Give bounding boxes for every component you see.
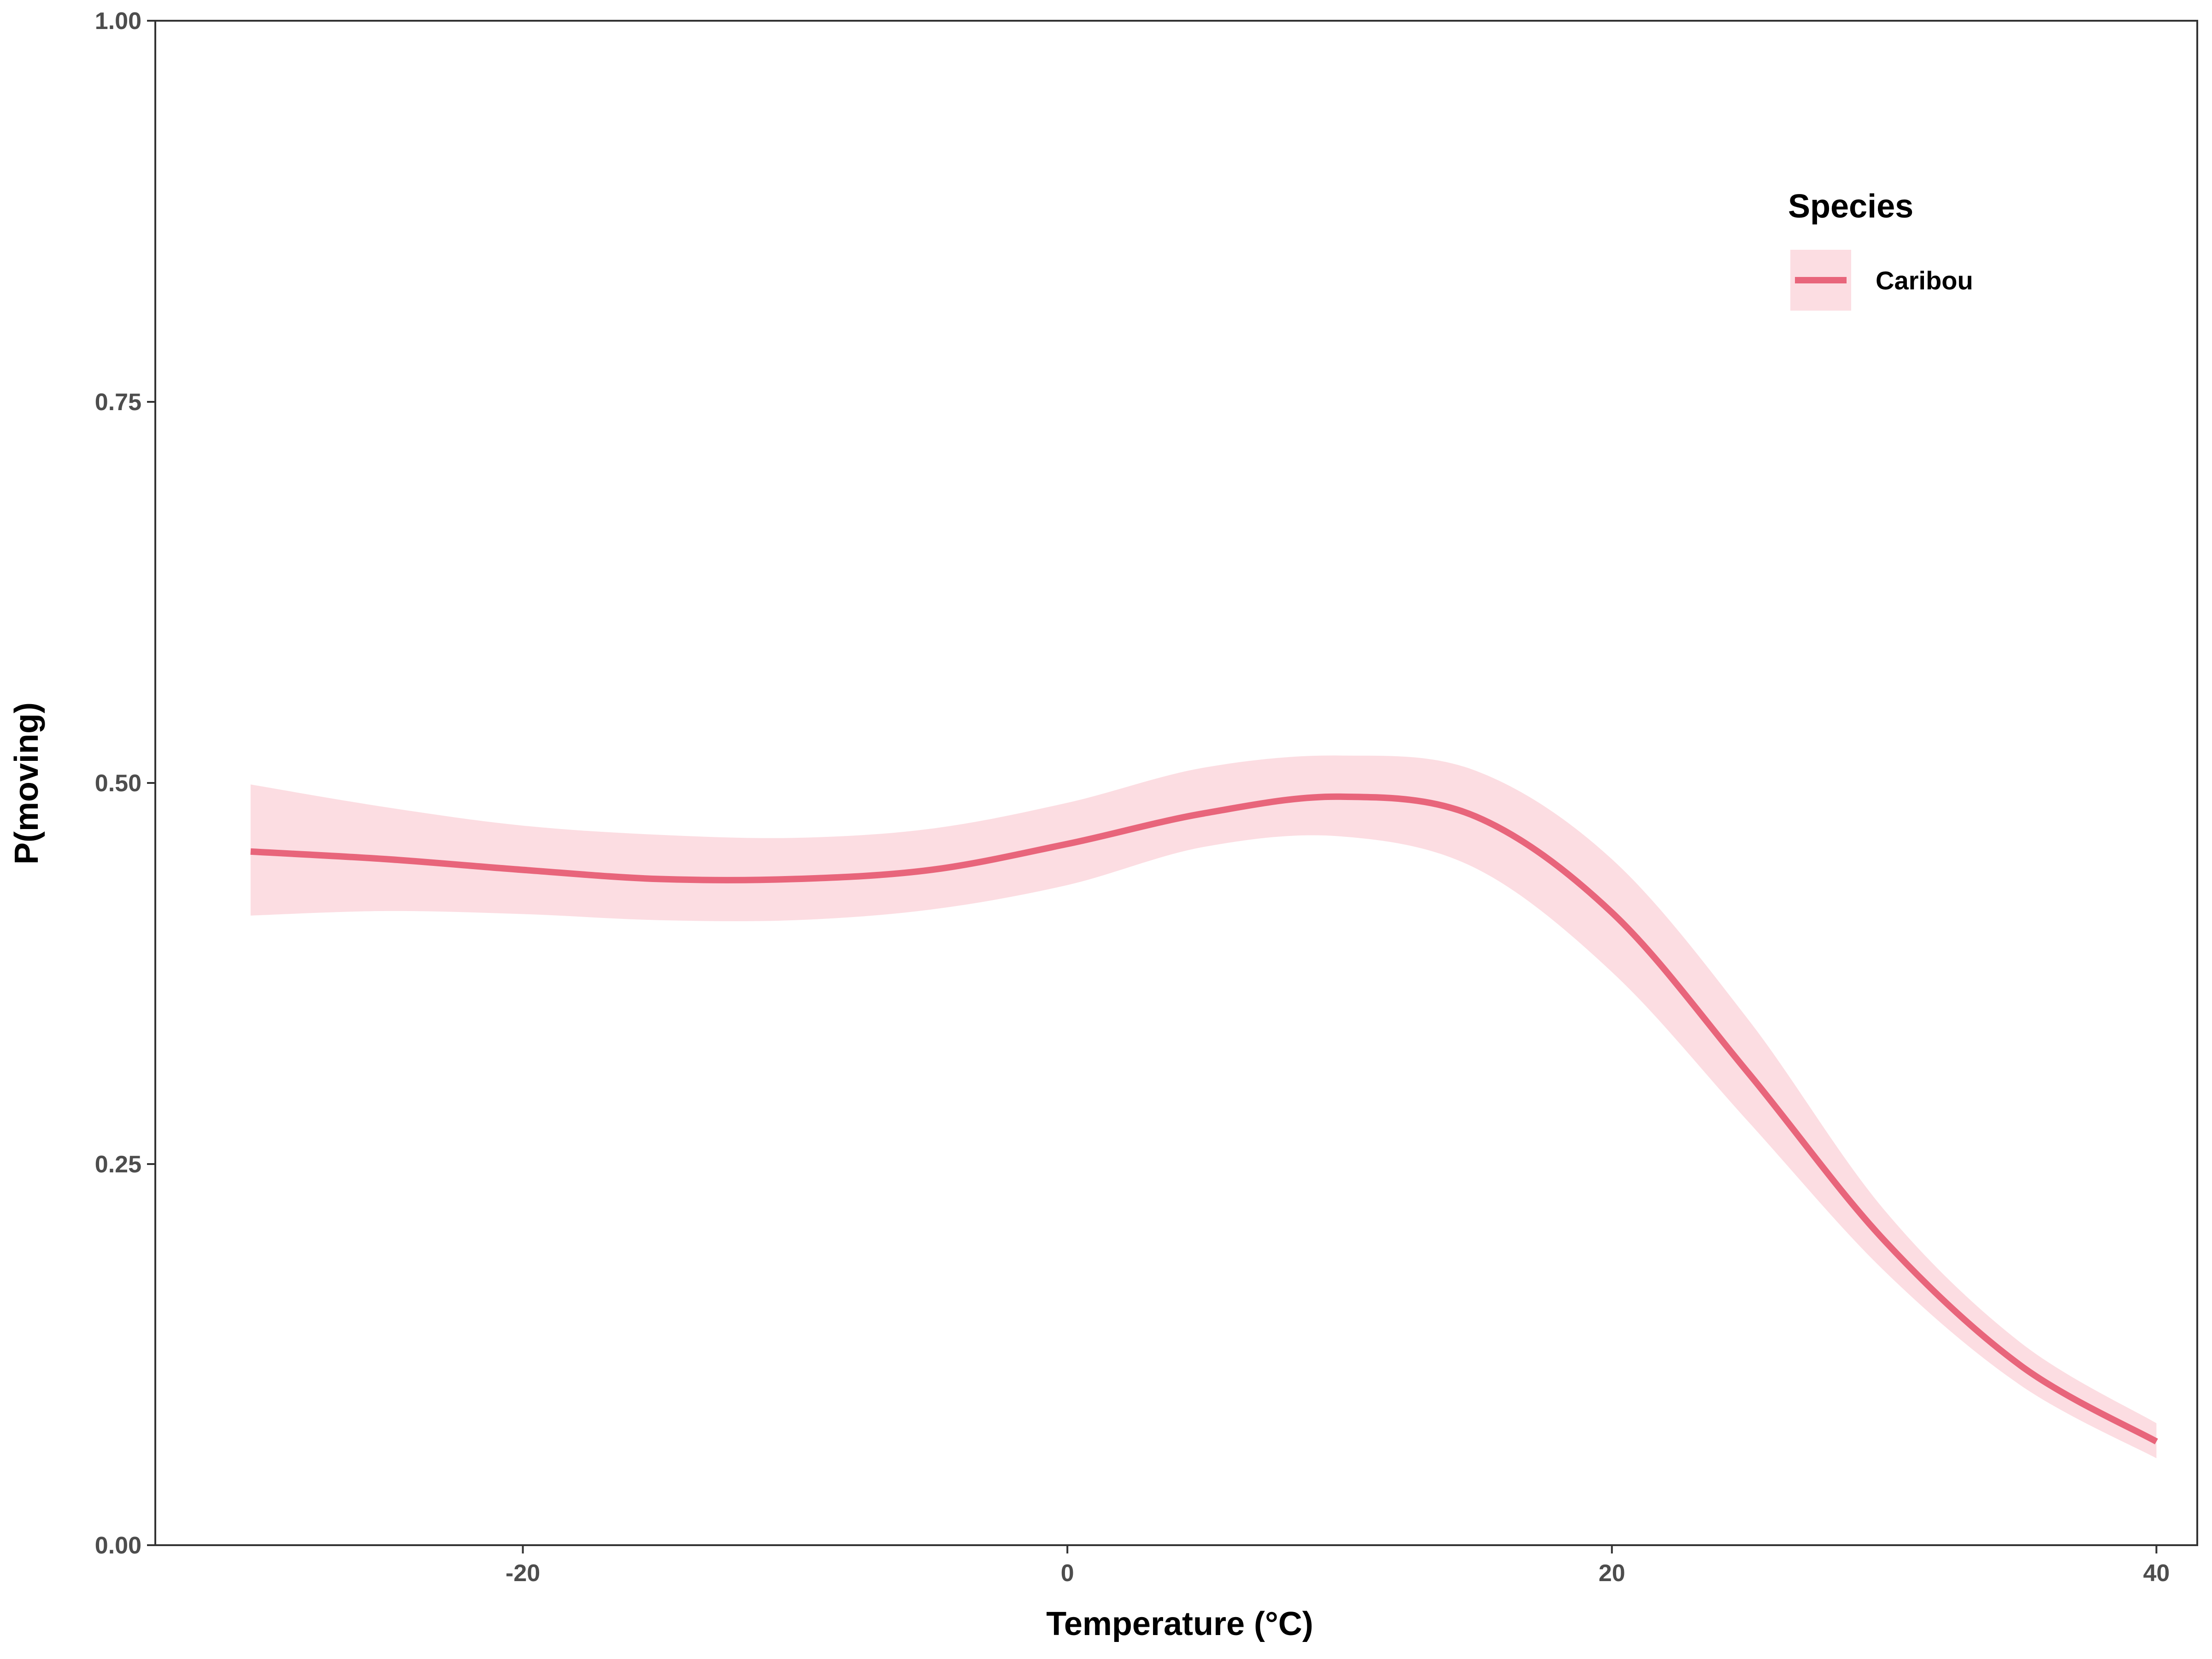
legend-label-caribou: Caribou [1876,266,1973,295]
y-tick-label: 1.00 [95,8,141,35]
tick-layer: 0.00 0.25 0.50 0.75 1.00 -20 0 20 40 [95,8,2170,1587]
x-tick-label: 40 [2143,1560,2170,1587]
x-tick-label: 0 [1061,1560,1074,1587]
line-layer [250,793,2158,1445]
confidence-ribbon-0 [250,755,2157,1459]
x-axis-title: Temperature (°C) [1046,1606,1313,1642]
y-tick-label: 0.75 [95,389,141,416]
series-line-0 [250,793,2158,1445]
y-tick-label: 0.25 [95,1151,141,1178]
ribbon-layer [250,755,2157,1459]
y-tick-label: 0.50 [95,770,141,797]
legend-title: Species [1788,188,1913,225]
y-tick-label: 0.00 [95,1532,141,1559]
legend: Species Caribou [1788,188,1973,311]
x-tick-label: 20 [1599,1560,1625,1587]
x-tick-label: -20 [506,1560,540,1587]
y-axis-title: P(moving) [8,702,45,865]
